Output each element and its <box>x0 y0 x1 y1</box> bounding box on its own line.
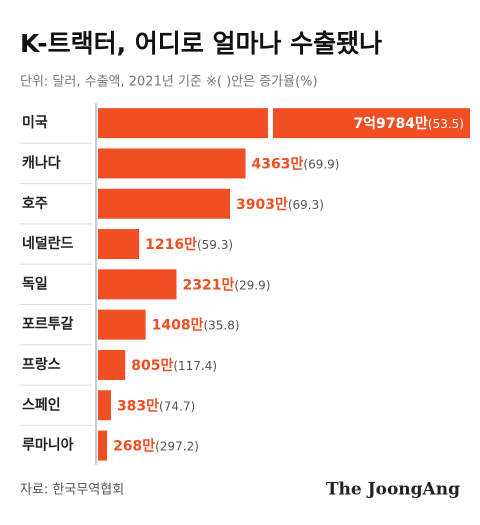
growth-text: (29.9) <box>234 278 270 292</box>
value-text: 805만 <box>131 358 173 374</box>
growth-text: (69.9) <box>303 157 339 171</box>
bar <box>98 229 140 260</box>
bar <box>98 349 126 380</box>
axis-break <box>268 107 273 140</box>
value-text: 1216만 <box>145 237 197 253</box>
y-tick-label: 호주 <box>22 196 48 212</box>
growth-text: (69.3) <box>288 197 324 211</box>
growth-text: (297.2) <box>155 439 199 453</box>
y-tick-label: 미국 <box>22 115 48 131</box>
value-label: 1216만(59.3) <box>145 237 233 253</box>
value-text: 268만 <box>113 439 155 455</box>
chart-title: K-트랙터, 어디로 얼마나 수출됐나 <box>20 29 382 58</box>
bar <box>98 148 246 179</box>
value-text: 4363만 <box>252 156 304 172</box>
y-tick-label: 독일 <box>22 276 48 292</box>
growth-text: (59.3) <box>197 238 233 252</box>
value-label: 383만(74.7) <box>117 398 195 414</box>
value-label: 1408만(35.8) <box>152 318 240 334</box>
chart-subtitle: 단위: 달러, 수출액, 2021년 기준 ※( )안은 증가율(%) <box>20 75 318 90</box>
value-label: 7억9784만(53.5) <box>353 116 464 132</box>
bar <box>98 269 177 300</box>
y-tick-label: 네덜란드 <box>22 235 74 252</box>
value-text: 383만 <box>117 398 159 414</box>
value-label: 805만(117.4) <box>131 358 217 374</box>
y-tick-label: 포르투갈 <box>22 317 74 333</box>
growth-text: (53.5) <box>428 117 464 131</box>
bar <box>98 108 470 139</box>
source: 자료: 한국무역협회 <box>20 483 124 498</box>
y-tick-label: 프랑스 <box>22 357 61 373</box>
value-text: 2321만 <box>182 277 234 293</box>
brand: The JoongAng <box>326 480 460 500</box>
bar <box>98 188 230 219</box>
bar <box>98 430 108 461</box>
value-label: 3903만(69.3) <box>236 197 324 213</box>
y-tick-label: 스페인 <box>22 396 61 413</box>
value-text: 3903만 <box>236 197 288 213</box>
growth-text: (35.8) <box>203 318 239 332</box>
value-label: 4363만(69.9) <box>252 156 340 172</box>
value-label: 2321만(29.9) <box>182 277 270 293</box>
y-tick-label: 루마니아 <box>22 437 74 454</box>
bar <box>98 309 146 340</box>
y-tick-label: 캐나다 <box>22 155 61 171</box>
plot-area <box>98 108 470 461</box>
value-text: 1408만 <box>152 318 204 334</box>
value-label: 268만(297.2) <box>113 439 199 455</box>
growth-text: (117.4) <box>173 358 217 372</box>
value-text: 7억9784만 <box>353 116 428 132</box>
growth-text: (74.7) <box>159 399 195 413</box>
bar <box>98 390 111 421</box>
